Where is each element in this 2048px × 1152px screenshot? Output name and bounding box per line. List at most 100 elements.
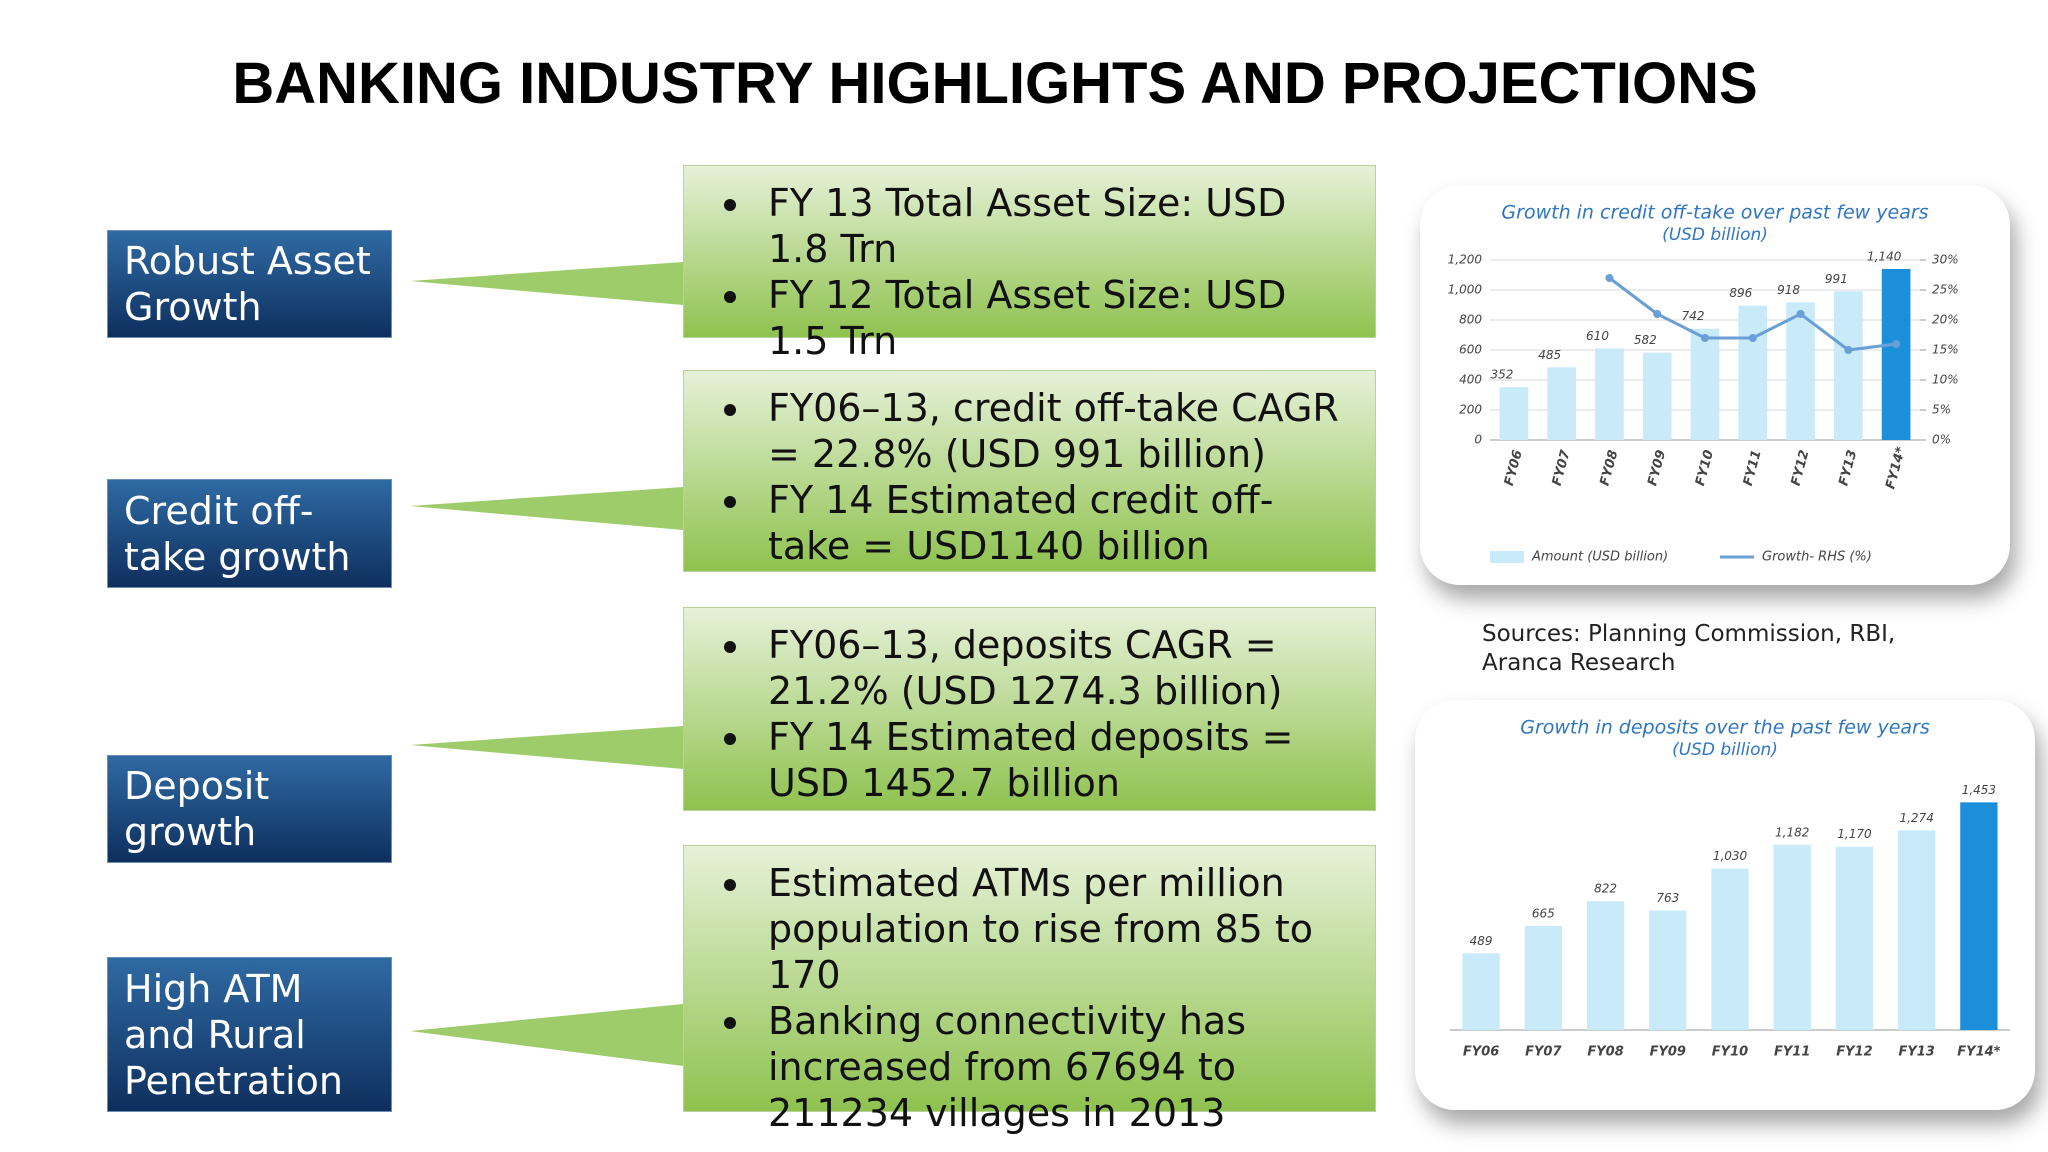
value-label: 896 — [1729, 286, 1752, 300]
row-label: Robust Asset Growth — [107, 230, 392, 338]
x-tick-label: FY11 — [1741, 448, 1765, 487]
chart: Growth in deposits over the past few yea… — [1450, 717, 2010, 1060]
y-tick-label: 400 — [1459, 373, 1482, 387]
value-label: 1,030 — [1713, 849, 1748, 863]
x-tick-label: FY08 — [1587, 1045, 1623, 1060]
line-point — [1796, 310, 1805, 318]
line-point — [1701, 334, 1709, 342]
value-label: 582 — [1634, 333, 1657, 347]
x-tick-label: FY09 — [1645, 448, 1669, 487]
y2-tick-label: 30% — [1932, 253, 1959, 267]
x-tick-label: FY14* — [1883, 445, 1909, 491]
bullet-box: FY 13 Total Asset Size: USD 1.8 TrnFY 12… — [683, 165, 1376, 455]
x-tick-label: FY06 — [1502, 448, 1526, 487]
bullet-box: Estimated ATMs per million population to… — [683, 845, 1376, 1135]
bar — [1462, 953, 1500, 1030]
value-label: 918 — [1777, 283, 1800, 297]
x-tick-label: FY07 — [1550, 448, 1574, 488]
bar — [1499, 387, 1529, 440]
bullet: FY 13 Total Asset Size: USD 1.8 Trn — [754, 180, 1355, 272]
line-point — [1605, 274, 1614, 282]
x-tick-label: FY10 — [1712, 1045, 1748, 1060]
bullet: FY06–13, deposits CAGR = 21.2% (USD 1274… — [754, 622, 1355, 714]
row-label: Deposit growth — [107, 755, 392, 863]
value-label: 665 — [1532, 906, 1555, 920]
value-label: 742 — [1682, 309, 1705, 323]
bullet: FY 14 Estimated deposits = USD 1452.7 bi… — [754, 714, 1355, 806]
bullet: FY 12 Total Asset Size: USD 1.5 Trn — [754, 272, 1355, 364]
bar — [1524, 925, 1562, 1030]
value-label: 1,140 — [1867, 250, 1902, 264]
bullet-box: FY06–13, credit off-take CAGR = 22.8% (U… — [683, 370, 1376, 572]
x-tick-label: FY11 — [1774, 1045, 1810, 1060]
y2-tick-label: 20% — [1932, 313, 1959, 327]
bar — [1786, 302, 1815, 440]
value-label: 1,170 — [1837, 827, 1872, 841]
callout-arrow — [410, 1004, 683, 1066]
value-label: 610 — [1586, 329, 1609, 343]
y-tick-label: 1,200 — [1448, 253, 1483, 267]
y2-tick-label: 5% — [1932, 403, 1951, 417]
bullet: FY06–13, credit off-take CAGR = 22.8% (U… — [754, 385, 1355, 477]
slide-title: BANKING INDUSTRY HIGHLIGHTS AND PROJECTI… — [232, 51, 1758, 116]
chart-subtitle: (USD billion) — [1662, 225, 1768, 245]
x-tick-label: FY09 — [1650, 1045, 1686, 1060]
bar — [1960, 802, 1998, 1030]
sources: Sources: Planning Commission, RBI, Aranc… — [1482, 621, 1896, 676]
bullet-box: FY06–13, deposits CAGR = 21.2% (USD 1274… — [683, 607, 1376, 811]
chart-subtitle: (USD billion) — [1672, 740, 1778, 760]
x-tick-label: FY13 — [1898, 1045, 1934, 1060]
y2-tick-label: 15% — [1932, 343, 1959, 357]
bar — [1773, 844, 1811, 1030]
y2-tick-label: 10% — [1932, 373, 1959, 387]
bar — [1898, 830, 1936, 1030]
value-label: 991 — [1825, 272, 1848, 286]
bullet-list: Estimated ATMs per million population to… — [704, 860, 1355, 1136]
bar — [1738, 305, 1768, 440]
x-tick-label: FY06 — [1463, 1045, 1499, 1060]
callout-arrow — [410, 262, 683, 305]
x-tick-label: FY12 — [1789, 448, 1813, 487]
value-label: 1,274 — [1899, 811, 1933, 825]
bar — [1595, 348, 1624, 440]
callout-arrow — [410, 487, 683, 530]
y-tick-label: 1,000 — [1448, 283, 1483, 297]
bullet: Estimated ATMs per million population to… — [754, 860, 1355, 998]
x-tick-label: FY14* — [1957, 1045, 2000, 1060]
y-tick-label: 800 — [1459, 313, 1482, 327]
bar — [1834, 291, 1863, 440]
y-tick-label: 0 — [1474, 433, 1482, 447]
bullet: FY 14 Estimated credit off-take = USD114… — [754, 477, 1355, 569]
value-label: 1,453 — [1962, 783, 1996, 797]
chart-title: Growth in credit off-take over past few … — [1501, 202, 1928, 224]
bar — [1835, 846, 1874, 1030]
x-tick-label: FY07 — [1525, 1045, 1562, 1060]
bar — [1881, 269, 1911, 440]
line-point — [1844, 346, 1853, 354]
x-tick-label: FY13 — [1836, 448, 1860, 487]
value-label: 763 — [1656, 891, 1679, 905]
y2-tick-label: 0% — [1932, 433, 1951, 447]
bar — [1586, 901, 1625, 1030]
legend-swatch — [1490, 551, 1524, 563]
chart-title: Growth in deposits over the past few yea… — [1520, 717, 1930, 739]
row-label: Credit off-take growth — [107, 479, 392, 588]
bar — [1649, 910, 1687, 1030]
row-label: High ATM and Rural Penetration — [107, 957, 392, 1112]
x-tick-label: FY10 — [1693, 448, 1717, 487]
value-label: 352 — [1490, 368, 1513, 382]
line-point — [1748, 334, 1757, 342]
bar — [1690, 328, 1720, 440]
value-label: 1,182 — [1775, 825, 1809, 839]
line-point — [1892, 340, 1901, 348]
y-tick-label: 600 — [1459, 343, 1482, 357]
x-tick-label: FY08 — [1597, 448, 1621, 487]
bar — [1711, 868, 1749, 1030]
bullet-list: FY06–13, deposits CAGR = 21.2% (USD 1274… — [704, 622, 1355, 806]
legend-label: Amount (USD billion) — [1531, 550, 1668, 565]
y-tick-label: 200 — [1459, 403, 1482, 417]
callout-arrow — [410, 726, 683, 769]
x-tick-label: FY12 — [1836, 1045, 1872, 1060]
bullet: Banking connectivity has increased from … — [754, 998, 1355, 1136]
